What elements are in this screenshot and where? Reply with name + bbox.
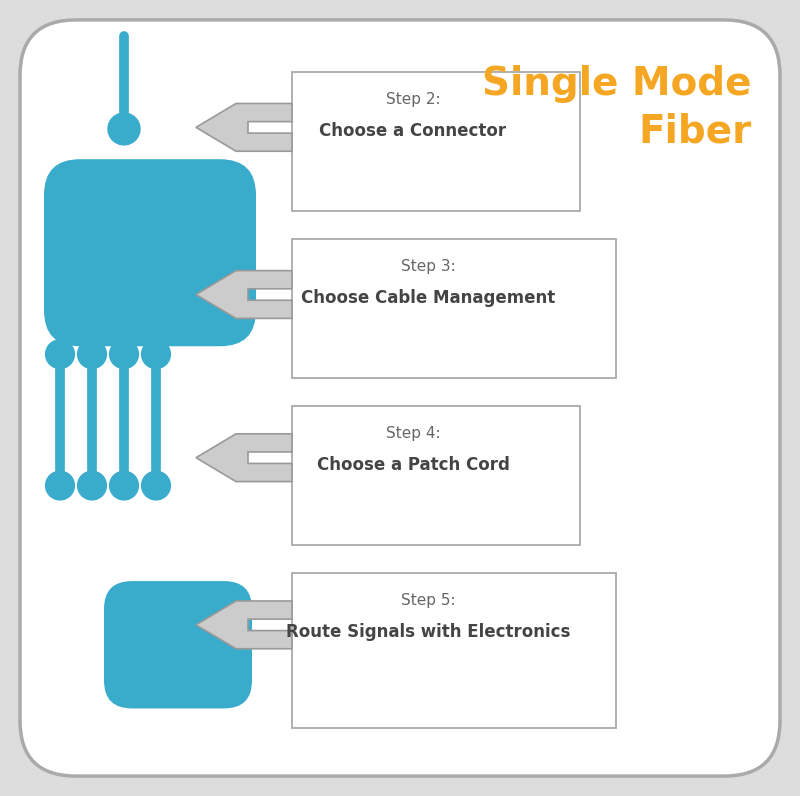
Text: Step 2:: Step 2: <box>386 92 440 107</box>
Polygon shape <box>196 103 292 151</box>
Circle shape <box>142 471 170 500</box>
Circle shape <box>78 340 106 369</box>
Circle shape <box>46 340 74 369</box>
Text: Single Mode: Single Mode <box>482 64 752 103</box>
Text: Step 5:: Step 5: <box>401 593 455 608</box>
FancyBboxPatch shape <box>104 581 252 708</box>
Polygon shape <box>196 271 292 318</box>
FancyBboxPatch shape <box>292 72 580 211</box>
Circle shape <box>142 340 170 369</box>
Text: Choose a Connector: Choose a Connector <box>319 122 506 140</box>
FancyBboxPatch shape <box>292 573 616 728</box>
Circle shape <box>110 340 138 369</box>
FancyBboxPatch shape <box>292 239 616 378</box>
Polygon shape <box>196 601 292 649</box>
Text: Fiber: Fiber <box>638 112 752 150</box>
Polygon shape <box>196 434 292 482</box>
Text: Step 4:: Step 4: <box>386 426 440 441</box>
FancyBboxPatch shape <box>44 159 256 346</box>
Circle shape <box>110 471 138 500</box>
Circle shape <box>46 471 74 500</box>
Circle shape <box>78 471 106 500</box>
Circle shape <box>108 113 140 145</box>
Text: Choose Cable Management: Choose Cable Management <box>301 289 555 307</box>
Text: Route Signals with Electronics: Route Signals with Electronics <box>286 623 570 642</box>
Text: Choose a Patch Cord: Choose a Patch Cord <box>317 456 510 474</box>
FancyBboxPatch shape <box>20 20 780 776</box>
Text: Step 3:: Step 3: <box>401 259 455 274</box>
FancyBboxPatch shape <box>292 406 580 545</box>
